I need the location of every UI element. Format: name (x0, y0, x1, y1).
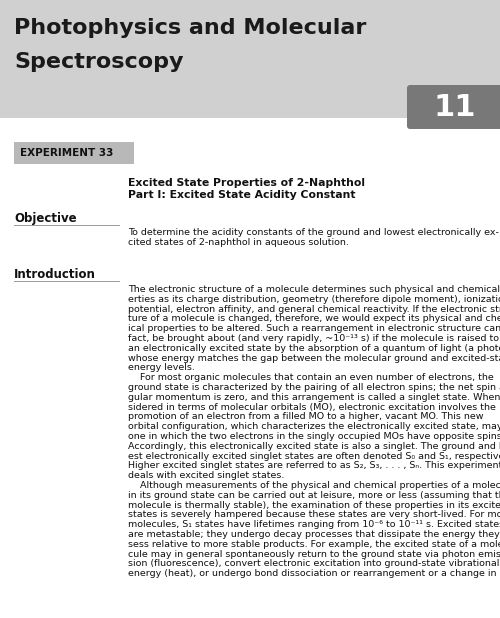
Text: cule may in general spontaneously return to the ground state via photon emis-: cule may in general spontaneously return… (128, 549, 500, 559)
Text: erties as its charge distribution, geometry (therefore dipole moment), ionizatio: erties as its charge distribution, geome… (128, 295, 500, 304)
Text: The electronic structure of a molecule determines such physical and chemical pro: The electronic structure of a molecule d… (128, 285, 500, 294)
Text: in its ground state can be carried out at leisure, more or less (assuming that t: in its ground state can be carried out a… (128, 491, 500, 500)
Text: deals with excited singlet states.: deals with excited singlet states. (128, 471, 284, 480)
Text: ground state is characterized by the pairing of all electron spins; the net spin: ground state is characterized by the pai… (128, 383, 500, 392)
Text: potential, electron affinity, and general chemical reactivity. If the electronic: potential, electron affinity, and genera… (128, 305, 500, 313)
Text: Accordingly, this electronically excited state is also a singlet. The ground and: Accordingly, this electronically excited… (128, 442, 500, 451)
Text: promotion of an electron from a filled MO to a higher, vacant MO. This new: promotion of an electron from a filled M… (128, 412, 484, 421)
Bar (0, 0, 500, 118)
Text: Photophysics and Molecular: Photophysics and Molecular (14, 18, 366, 38)
Text: energy (heat), or undergo bond dissociation or rearrangement or a change in elec: energy (heat), or undergo bond dissociat… (128, 569, 500, 578)
Text: sess relative to more stable products. For example, the excited state of a mole-: sess relative to more stable products. F… (128, 540, 500, 549)
Text: ture of a molecule is changed, therefore, we would expect its physical and chem-: ture of a molecule is changed, therefore… (128, 315, 500, 323)
Text: Higher excited singlet states are referred to as S₂, S₃, . . . , Sₙ. This experi: Higher excited singlet states are referr… (128, 462, 500, 470)
Text: For most organic molecules that contain an even number of electrons, the: For most organic molecules that contain … (128, 373, 494, 382)
Text: Although measurements of the physical and chemical properties of a molecule: Although measurements of the physical an… (128, 481, 500, 490)
Text: fact, be brought about (and very rapidly, ~10⁻¹³ s) if the molecule is raised to: fact, be brought about (and very rapidly… (128, 334, 499, 343)
Text: Spectroscopy: Spectroscopy (14, 52, 183, 72)
Text: an electronically excited state by the absorption of a quantum of light (a photo: an electronically excited state by the a… (128, 344, 500, 353)
Text: cited states of 2-naphthol in aqueous solution.: cited states of 2-naphthol in aqueous so… (128, 238, 349, 247)
Text: are metastable; they undergo decay processes that dissipate the energy they pos-: are metastable; they undergo decay proce… (128, 530, 500, 539)
Text: Objective: Objective (14, 212, 76, 225)
Text: sion (fluorescence), convert electronic excitation into ground-state vibrational: sion (fluorescence), convert electronic … (128, 559, 500, 569)
Text: molecule is thermally stable), the examination of these properties in its excite: molecule is thermally stable), the exami… (128, 501, 500, 510)
FancyBboxPatch shape (407, 85, 500, 129)
Text: one in which the two electrons in the singly occupied MOs have opposite spins.: one in which the two electrons in the si… (128, 432, 500, 441)
Text: gular momentum is zero, and this arrangement is called a singlet state. When con: gular momentum is zero, and this arrange… (128, 393, 500, 402)
Text: energy levels.: energy levels. (128, 363, 195, 373)
Bar (14, 142, 134, 164)
Text: orbital configuration, which characterizes the electronically excited state, may: orbital configuration, which characteriz… (128, 422, 500, 431)
Text: To determine the acidity constants of the ground and lowest electronically ex-: To determine the acidity constants of th… (128, 228, 499, 237)
Text: est electronically excited singlet states are often denoted S₀ and S₁, respectiv: est electronically excited singlet state… (128, 452, 500, 460)
Text: Introduction: Introduction (14, 268, 96, 281)
Text: sidered in terms of molecular orbitals (MO), electronic excitation involves the: sidered in terms of molecular orbitals (… (128, 402, 496, 412)
Text: ical properties to be altered. Such a rearrangement in electronic structure can,: ical properties to be altered. Such a re… (128, 324, 500, 333)
Text: Excited State Properties of 2-Naphthol: Excited State Properties of 2-Naphthol (128, 178, 365, 188)
Text: whose energy matches the gap between the molecular ground and excited-state: whose energy matches the gap between the… (128, 353, 500, 363)
Text: molecules, S₁ states have lifetimes ranging from 10⁻⁶ to 10⁻¹¹ s. Excited states: molecules, S₁ states have lifetimes rang… (128, 520, 500, 529)
Text: 11: 11 (434, 93, 476, 122)
Text: Part I: Excited State Acidity Constant: Part I: Excited State Acidity Constant (128, 190, 356, 200)
Text: EXPERIMENT 33: EXPERIMENT 33 (20, 148, 114, 158)
Text: states is severely hampered because these states are very short-lived. For most: states is severely hampered because thes… (128, 510, 500, 519)
